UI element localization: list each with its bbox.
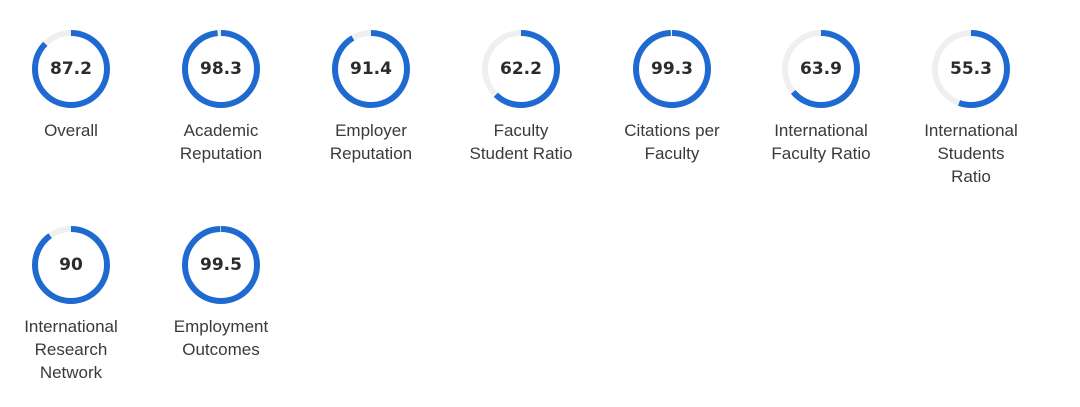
score-ring: 90 [31, 225, 111, 305]
ring-chart [182, 30, 260, 108]
ring-fill [482, 30, 560, 108]
metric-overall: 87.2 Overall [0, 29, 146, 142]
metric-label: Academic Reputation [179, 121, 263, 163]
ring-chart [482, 30, 560, 108]
metric-label: Employer Reputation [329, 121, 413, 163]
metric-academic-reputation: 98.3 Academic Reputation [146, 29, 296, 165]
ring-chart [932, 30, 1010, 108]
score-value: 90 [59, 255, 83, 275]
score-value: 63.9 [800, 59, 842, 79]
metric-faculty-student-ratio: 62.2 Faculty Student Ratio [446, 29, 596, 165]
ring-fill [182, 30, 260, 108]
ring-chart [32, 226, 110, 304]
metric-citations-per-faculty: 99.3 Citations per Faculty [597, 29, 747, 165]
ring-chart [782, 30, 860, 108]
score-ring: 98.3 [181, 29, 261, 109]
score-value: 91.4 [350, 59, 392, 79]
ring-fill [932, 30, 1010, 108]
ring-fill [32, 226, 110, 304]
metric-label: Employment Outcomes [173, 317, 269, 359]
score-ring: 91.4 [331, 29, 411, 109]
metric-label: International Faculty Ratio [771, 121, 871, 163]
metric-label: Overall [44, 121, 98, 140]
ring-fill [332, 30, 410, 108]
ring-chart [32, 30, 110, 108]
ring-fill [182, 226, 260, 304]
score-value: 62.2 [500, 59, 542, 79]
score-value: 87.2 [50, 59, 92, 79]
metric-international-research-network: 90 International Research Network [0, 225, 146, 384]
score-value: 98.3 [200, 59, 242, 79]
score-ring: 87.2 [31, 29, 111, 109]
score-value: 55.3 [950, 59, 992, 79]
ring-fill [782, 30, 860, 108]
score-ring: 99.3 [632, 29, 712, 109]
metric-label: International Research Network [24, 317, 118, 382]
score-ring: 62.2 [481, 29, 561, 109]
ring-fill [32, 30, 110, 108]
ring-fill [633, 30, 711, 108]
ring-chart [332, 30, 410, 108]
score-value: 99.5 [200, 255, 242, 275]
score-ring: 63.9 [781, 29, 861, 109]
metric-employer-reputation: 91.4 Employer Reputation [296, 29, 446, 165]
score-ring: 55.3 [931, 29, 1011, 109]
metric-label: Faculty Student Ratio [469, 121, 573, 163]
metric-international-students-ratio: 55.3 International Students Ratio [896, 29, 1046, 188]
ring-chart [182, 226, 260, 304]
metric-employment-outcomes: 99.5 Employment Outcomes [146, 225, 296, 361]
score-ring: 99.5 [181, 225, 261, 305]
metric-label: Citations per Faculty [624, 121, 720, 163]
ring-chart [633, 30, 711, 108]
metric-international-faculty-ratio: 63.9 International Faculty Ratio [746, 29, 896, 165]
score-value: 99.3 [651, 59, 693, 79]
metric-label: International Students Ratio [924, 121, 1018, 186]
